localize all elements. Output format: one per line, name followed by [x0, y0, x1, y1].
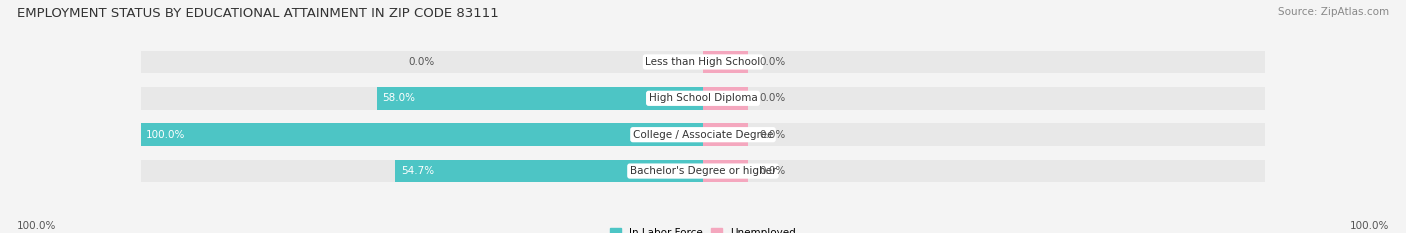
- Bar: [703, 51, 748, 73]
- Bar: [703, 123, 748, 146]
- Bar: [395, 160, 703, 182]
- Text: 0.0%: 0.0%: [759, 166, 786, 176]
- Text: Source: ZipAtlas.com: Source: ZipAtlas.com: [1278, 7, 1389, 17]
- Text: 0.0%: 0.0%: [409, 57, 434, 67]
- Text: 0.0%: 0.0%: [759, 130, 786, 140]
- Text: EMPLOYMENT STATUS BY EDUCATIONAL ATTAINMENT IN ZIP CODE 83111: EMPLOYMENT STATUS BY EDUCATIONAL ATTAINM…: [17, 7, 499, 20]
- Bar: [377, 87, 703, 110]
- Text: Less than High School: Less than High School: [645, 57, 761, 67]
- Bar: [141, 160, 1265, 182]
- Text: 54.7%: 54.7%: [401, 166, 434, 176]
- Bar: [141, 123, 703, 146]
- Legend: In Labor Force, Unemployed: In Labor Force, Unemployed: [606, 224, 800, 233]
- Text: 0.0%: 0.0%: [759, 57, 786, 67]
- Text: 100.0%: 100.0%: [17, 221, 56, 231]
- Text: College / Associate Degree: College / Associate Degree: [633, 130, 773, 140]
- Text: Bachelor's Degree or higher: Bachelor's Degree or higher: [630, 166, 776, 176]
- Text: High School Diploma: High School Diploma: [648, 93, 758, 103]
- Bar: [141, 123, 1265, 146]
- Text: 100.0%: 100.0%: [146, 130, 186, 140]
- Text: 100.0%: 100.0%: [1350, 221, 1389, 231]
- Text: 58.0%: 58.0%: [382, 93, 415, 103]
- Bar: [703, 160, 748, 182]
- Bar: [141, 51, 1265, 73]
- Bar: [141, 87, 1265, 110]
- Text: 0.0%: 0.0%: [759, 93, 786, 103]
- Bar: [703, 87, 748, 110]
